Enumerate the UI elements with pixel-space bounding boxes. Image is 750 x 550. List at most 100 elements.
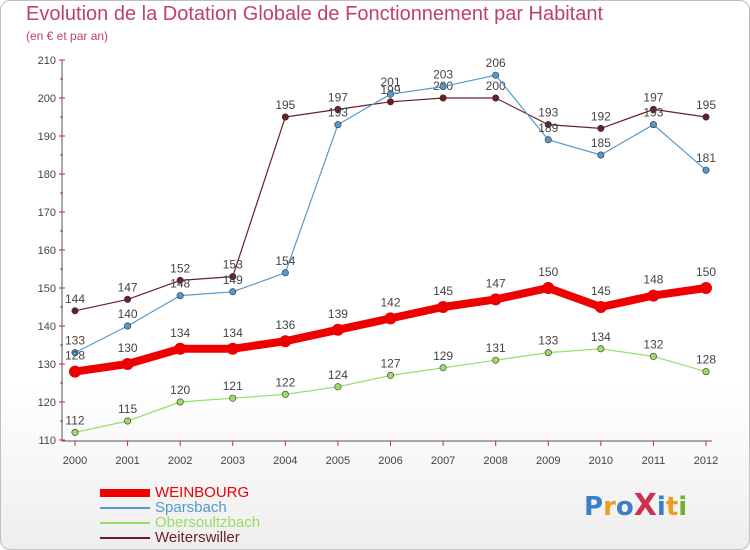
data-label: 115 [118,402,137,416]
chart-title: Evolution de la Dotation Globale de Fonc… [26,3,604,25]
x-tick-label: 2011 [642,455,666,467]
data-label: 142 [380,295,400,309]
data-point [71,307,79,315]
data-point [489,293,502,306]
data-point [702,113,710,121]
data-point [71,349,79,357]
data-label: 120 [170,383,190,397]
data-label: 200 [486,79,506,93]
data-point [439,364,447,372]
data-label: 148 [643,273,663,287]
data-label: 128 [65,349,85,363]
x-tick-label: 2012 [694,455,718,467]
legend-swatch [100,507,150,509]
legend-label: Obersoultzbach [155,514,261,531]
data-label: 148 [170,277,190,291]
data-label: 189 [538,121,558,135]
data-point [281,269,289,277]
x-tick-label: 2004 [273,455,297,467]
legend-label: WEINBOURG [155,484,250,501]
y-tick-label: 110 [38,435,56,447]
chart-subtitle: (en € et par an) [26,29,109,43]
y-tick-label: 130 [38,359,56,371]
data-point [331,323,344,336]
data-label: 124 [328,368,348,382]
data-label: 134 [591,330,611,344]
data-label: 197 [643,90,663,104]
data-label: 121 [223,379,243,393]
data-point [281,113,289,121]
y-tick-label: 190 [38,131,56,143]
data-point [71,428,79,436]
legend-label: Sparsbach [155,499,227,516]
data-point [544,136,552,144]
data-point [386,90,394,98]
data-label: 153 [223,258,243,272]
data-label: 131 [486,341,506,355]
legend-swatch [100,489,150,497]
data-point [386,371,394,379]
data-point [279,335,292,348]
data-point [174,342,187,355]
y-tick-label: 170 [38,207,56,219]
y-tick-label: 160 [38,245,56,257]
data-label: 122 [275,375,295,389]
data-label: 147 [486,276,506,290]
data-label: 132 [643,337,663,351]
data-label: 145 [433,284,453,298]
x-tick-label: 2002 [168,455,192,467]
data-label: 140 [118,307,138,321]
data-label: 203 [433,68,453,82]
y-tick-label: 140 [38,321,56,333]
data-point [542,282,555,294]
data-label: 195 [275,98,295,112]
data-point [649,105,657,113]
data-label: 147 [118,280,138,294]
x-tick-label: 2001 [115,455,139,467]
data-point [544,349,552,357]
data-label: 197 [328,90,348,104]
data-label: 181 [696,151,716,165]
x-tick-label: 2008 [483,455,507,467]
y-tick-label: 210 [38,55,56,67]
data-point [597,345,605,353]
data-point [386,98,394,106]
x-tick-label: 2010 [589,455,613,467]
x-tick-label: 2005 [326,455,350,467]
data-label: 192 [591,109,611,123]
y-tick-label: 180 [38,169,56,181]
data-point [176,292,184,300]
data-label: 150 [696,265,716,279]
legend-swatch [100,537,150,539]
data-label: 145 [591,284,611,298]
data-label: 134 [170,326,190,340]
data-point [226,342,239,355]
data-point [700,282,712,294]
legend-swatch [100,522,150,524]
data-point [176,398,184,406]
data-point [439,94,447,102]
data-point [176,276,184,284]
data-label: 195 [696,98,716,112]
data-point [544,121,552,129]
data-point [439,83,447,91]
series-line-sparsbach [74,74,707,354]
data-point [334,121,342,129]
data-label: 201 [380,75,400,89]
data-point [124,322,132,330]
y-tick-label: 150 [38,283,56,295]
data-point [702,166,710,174]
data-label: 144 [65,292,85,306]
data-point [229,273,237,281]
data-point [121,358,134,370]
data-label: 128 [696,353,716,367]
data-label: 130 [118,341,138,355]
x-tick-label: 2007 [431,455,455,467]
x-tick-label: 2003 [221,455,245,467]
data-label: 206 [486,56,506,70]
data-point [597,124,605,132]
data-label: 185 [591,136,611,150]
data-label: 136 [275,318,295,332]
data-label: 193 [538,106,558,120]
